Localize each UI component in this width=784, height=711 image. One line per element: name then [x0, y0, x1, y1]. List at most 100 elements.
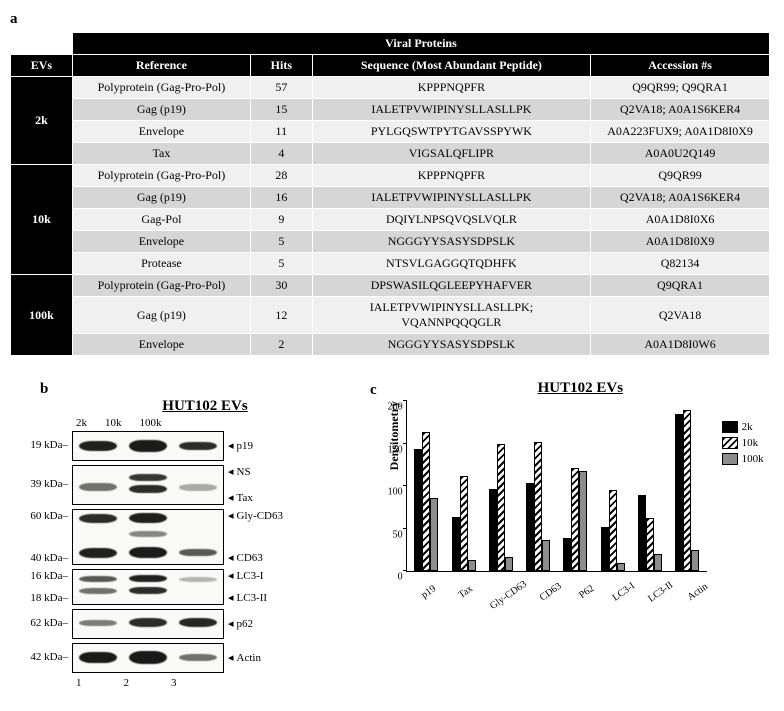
band-label-stack: ◂Gly-CD63 ◂CD63	[228, 510, 283, 564]
gel-lane	[73, 610, 123, 638]
gel-lane	[173, 432, 223, 460]
cell-ref: Envelope	[72, 231, 250, 253]
band	[79, 548, 117, 558]
cell-acc: A0A223FUX9; A0A1D8I0X9	[591, 121, 770, 143]
blot-title: HUT102 EVs	[70, 398, 340, 415]
col-sequence: Sequence (Most Abundant Peptide)	[312, 55, 590, 77]
cell-acc: Q2VA18; A0A1S6KER4	[591, 187, 770, 209]
ev-group-label: 2k	[11, 77, 73, 165]
cell-seq: KPPPNQPFR	[312, 77, 590, 99]
table-row: Tax4VIGSALQFLIPRA0A0U2Q149	[11, 143, 770, 165]
gel-lane	[173, 466, 223, 504]
gel-image	[72, 643, 224, 673]
cell-seq: NGGGYYSASYSDPSLK	[312, 231, 590, 253]
band	[179, 618, 217, 626]
gel-image	[72, 509, 224, 565]
gel-lane	[173, 644, 223, 672]
band	[129, 618, 167, 626]
gel-lane	[73, 432, 123, 460]
gel-lane	[173, 610, 223, 638]
bar-k10	[422, 432, 430, 571]
band	[79, 576, 117, 582]
cell-acc: Q2VA18	[591, 297, 770, 334]
cell-ref: Polyprotein (Gag-Pro-Pol)	[72, 165, 250, 187]
table-row: Gag (p19)15IALETPVWIPINYSLLASLLPKQ2VA18;…	[11, 99, 770, 121]
xtick-label: CD63	[535, 579, 567, 606]
lane-num-1: 1	[76, 677, 82, 689]
legend-10k: 10k	[722, 437, 764, 449]
band	[129, 587, 167, 594]
cell-acc: Q9QR99	[591, 165, 770, 187]
band	[129, 440, 167, 452]
bar-k2	[526, 483, 534, 571]
xtick-label: p19	[413, 579, 445, 606]
bar-k100	[430, 498, 438, 571]
band	[129, 651, 167, 663]
chart-legend: 2k 10k 100k	[722, 421, 764, 469]
bar-k10	[646, 518, 654, 571]
legend-100k: 100k	[722, 453, 764, 465]
cell-ref: Envelope	[72, 334, 250, 356]
ev-group-label: 100k	[11, 275, 73, 356]
gel-image	[72, 431, 224, 461]
blot-row: 39 kDa–◂NS◂Tax	[10, 465, 340, 505]
ytick-label: 50	[377, 529, 403, 540]
bar-k10	[460, 476, 468, 571]
cell-hits: 2	[250, 334, 312, 356]
cell-ref: Envelope	[72, 121, 250, 143]
table-row: 10kPolyprotein (Gag-Pro-Pol)28KPPPNQPFRQ…	[11, 165, 770, 187]
band-label-stack: ◂LC3-I◂LC3-II	[228, 570, 267, 604]
bar-k100	[468, 560, 476, 571]
cell-seq: NTSVLGAGGQTQDHFK	[312, 253, 590, 275]
cell-seq: VIGSALQFLIPR	[312, 143, 590, 165]
ytick-label: 100	[377, 487, 403, 498]
table-row: 100kPolyprotein (Gag-Pro-Pol)30DPSWASILQ…	[11, 275, 770, 297]
cell-seq: DQIYLNPSQVQSLVQLR	[312, 209, 590, 231]
cell-hits: 16	[250, 187, 312, 209]
band-label: ◂p62	[228, 610, 253, 638]
blot-row: 42 kDa–◂Actin	[10, 643, 340, 673]
bar-k100	[654, 554, 662, 571]
cell-hits: 15	[250, 99, 312, 121]
cell-acc: A0A1D8I0X9	[591, 231, 770, 253]
lane-label-3: 100k	[140, 417, 162, 429]
cell-acc: A0A0U2Q149	[591, 143, 770, 165]
kda-label: 16 kDa–18 kDa–	[10, 570, 72, 604]
viral-proteins-table: Viral Proteins EVs Reference Hits Sequen…	[10, 32, 770, 356]
table-row: Protease5NTSVLGAGGQTQDHFKQ82134	[11, 253, 770, 275]
band	[79, 514, 117, 523]
ytick-mark	[403, 570, 407, 571]
col-reference: Reference	[72, 55, 250, 77]
bar-group	[448, 476, 479, 571]
band	[129, 575, 167, 582]
cell-ref: Gag (p19)	[72, 187, 250, 209]
ytick-mark	[403, 485, 407, 486]
lower-panels: b HUT102 EVs 2k 10k 100k 19 kDa–◂p1939 k…	[10, 380, 774, 689]
gel-lane	[123, 610, 173, 638]
cell-acc: Q9QR99; Q9QRA1	[591, 77, 770, 99]
band	[179, 577, 217, 582]
cell-hits: 5	[250, 231, 312, 253]
viral-table-wrap: Viral Proteins EVs Reference Hits Sequen…	[10, 32, 774, 356]
cell-hits: 57	[250, 77, 312, 99]
cell-hits: 30	[250, 275, 312, 297]
kda-label: 62 kDa–	[10, 610, 72, 638]
table-row: Envelope2NGGGYYSASYSDPSLKA0A1D8I0W6	[11, 334, 770, 356]
kda-label: 42 kDa–	[10, 644, 72, 672]
panel-a-label: a	[10, 11, 18, 28]
bar-k100	[579, 471, 587, 571]
cell-seq: KPPPNQPFR	[312, 165, 590, 187]
col-evs: EVs	[11, 55, 73, 77]
ytick-label: 200	[377, 402, 403, 413]
panel-c: c HUT102 EVs Densitometry 050100150200 p…	[370, 380, 774, 689]
cell-acc: Q2VA18; A0A1S6KER4	[591, 99, 770, 121]
lane-label-1: 2k	[76, 417, 87, 429]
gel-lane	[123, 432, 173, 460]
bar-group	[485, 444, 516, 572]
ytick-mark	[403, 400, 407, 401]
gel-lane	[173, 510, 223, 564]
gel-image	[72, 569, 224, 605]
gel-lane	[123, 466, 173, 504]
lane-labels: 2k 10k 100k	[76, 417, 340, 429]
cell-acc: A0A1D8I0X6	[591, 209, 770, 231]
